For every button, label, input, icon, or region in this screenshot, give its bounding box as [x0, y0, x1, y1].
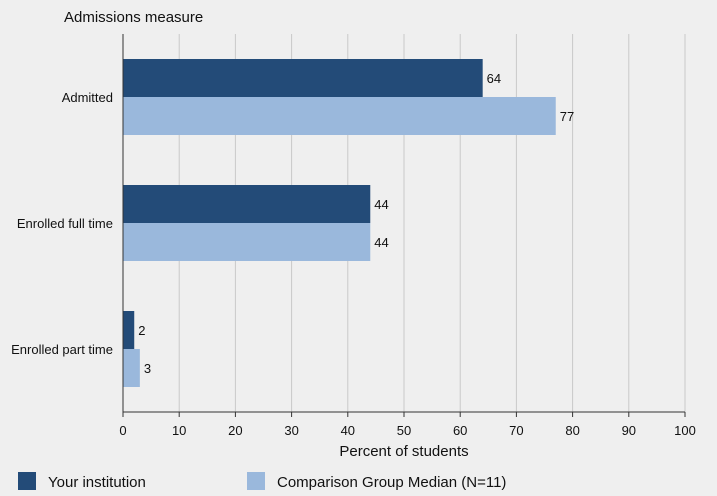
legend-swatch-0 — [18, 472, 36, 490]
x-tick-label-20: 20 — [228, 423, 242, 438]
data-label-series0-0: 64 — [487, 71, 501, 86]
bars-group — [123, 59, 556, 387]
chart-title: Admissions measure — [64, 9, 203, 26]
x-tick-label-50: 50 — [397, 423, 411, 438]
bar-series1-1 — [123, 223, 371, 261]
category-labels-group: Admitted Enrolled full time Enrolled part … — [11, 90, 113, 357]
x-tick-labels-group: 0 10 20 30 40 50 60 70 80 90 100 — [119, 423, 695, 438]
x-axis-title: Percent of students — [339, 443, 468, 460]
data-label-series0-2: 2 — [138, 323, 145, 338]
x-tick-label-10: 10 — [172, 423, 186, 438]
x-tick-label-30: 30 — [284, 423, 298, 438]
x-tick-label-70: 70 — [509, 423, 523, 438]
x-tick-label-100: 100 — [674, 423, 696, 438]
bar-series0-2 — [123, 311, 135, 349]
bar-series0-1 — [123, 185, 371, 223]
x-tick-label-60: 60 — [453, 423, 467, 438]
category-label-1: Enrolled full time — [17, 216, 113, 231]
bar-series1-2 — [123, 349, 140, 387]
x-tick-label-40: 40 — [341, 423, 355, 438]
bar-series1-0 — [123, 97, 556, 135]
data-labels-group: 64 77 44 44 2 3 — [138, 71, 574, 376]
x-tick-label-90: 90 — [622, 423, 636, 438]
category-label-2: Enrolled part time — [11, 342, 113, 357]
legend-label-0: Your institution — [48, 474, 146, 491]
legend-label-1: Comparison Group Median (N=11) — [277, 474, 506, 491]
x-tick-label-80: 80 — [565, 423, 579, 438]
data-label-series1-1: 44 — [374, 235, 388, 250]
data-label-series1-2: 3 — [144, 361, 151, 376]
bar-series0-0 — [123, 59, 483, 97]
x-tick-label-0: 0 — [119, 423, 126, 438]
category-label-0: Admitted — [62, 90, 113, 105]
data-label-series0-1: 44 — [374, 197, 388, 212]
legend-swatch-1 — [247, 472, 265, 490]
legend: Your institution Comparison Group Median … — [18, 472, 506, 491]
data-label-series1-0: 77 — [560, 109, 574, 124]
